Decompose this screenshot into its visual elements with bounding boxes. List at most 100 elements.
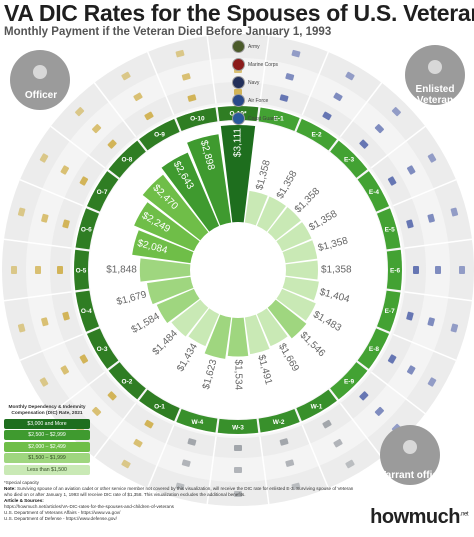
center-hole: [191, 223, 285, 317]
service-coast-guard: Coast Guard: [232, 112, 276, 125]
page-subtitle: Monthly Payment if the Veteran Died Befo…: [4, 26, 332, 38]
value-label: $1,534: [232, 360, 243, 391]
insignia-icon: [62, 219, 70, 229]
notes: *Special capacity Note: Surviving spouse…: [4, 480, 354, 522]
rank-segment: [86, 171, 119, 212]
service-navy: Navy: [232, 76, 259, 89]
insignia-icon: [181, 459, 191, 467]
insignia-icon: [427, 213, 435, 223]
rank-segment: [75, 290, 100, 332]
value-label: $1,358: [321, 265, 352, 276]
rank-label: O-8: [122, 156, 133, 163]
legend-item: $3,000 and More: [4, 418, 90, 429]
insignia-icon: [450, 207, 459, 217]
rank-label: W-1: [311, 403, 323, 410]
insignia-icon: [187, 438, 197, 446]
bar-o-7: [134, 202, 200, 252]
service-label: Army: [248, 43, 260, 50]
officer-badge-icon: [10, 50, 70, 110]
sources-label: Article & Sources:: [4, 497, 44, 503]
bar-o-8: [142, 174, 209, 241]
bar-w-2: [244, 314, 270, 355]
bar-o-6: [132, 230, 194, 264]
insignia-icon: [175, 49, 185, 58]
insignia-icon: [459, 266, 465, 274]
service-label: Air Force: [248, 97, 269, 104]
rank-segment: [176, 408, 218, 433]
source-link[interactable]: U.S. Department of Veterans Affairs - ht…: [4, 509, 121, 515]
legend-item: $1,500 – $1,999: [4, 453, 90, 464]
bar-o-10: [187, 134, 232, 226]
rank-label: E-4: [369, 189, 380, 196]
bar-o-9: [161, 152, 220, 232]
ring-divider: [301, 51, 330, 116]
ring-divider: [50, 125, 106, 169]
insignia-icon: [291, 482, 301, 491]
silhouette-head: [403, 440, 417, 454]
service-label: Navy: [248, 79, 260, 86]
insignia-icon: [234, 467, 242, 473]
ring-divider: [259, 35, 270, 104]
ring-divider: [370, 371, 426, 415]
bar-w-1: [256, 308, 288, 347]
insignia-icon: [17, 207, 26, 217]
rank-segment: [258, 408, 300, 433]
insignia-icon: [387, 176, 397, 186]
insignia-icon: [406, 165, 416, 175]
ring-divider: [259, 436, 270, 505]
insignia-icon: [121, 71, 131, 81]
rank-label: E-1: [274, 116, 285, 123]
marines-seal-icon: [232, 58, 245, 71]
special-note: *Special capacity: [4, 480, 39, 485]
warrant-caption: Warrant officer: [376, 470, 448, 481]
bar-o-2: [171, 299, 209, 337]
ring-divider: [392, 333, 457, 362]
legend-item: $2,000 – $2,499: [4, 441, 90, 452]
page-title: VA DIC Rates for the Spouses of U.S. Vet…: [4, 0, 474, 26]
ring-divider: [3, 291, 72, 302]
insignia-icon: [60, 165, 70, 175]
insignia-icon: [107, 139, 117, 149]
rank-segment: [357, 171, 390, 212]
bar-o-5: [139, 258, 191, 282]
ring-divider: [370, 125, 426, 169]
rank-segment: [139, 118, 180, 151]
ring-divider: [50, 371, 106, 415]
rank-label: O-3: [97, 346, 108, 353]
insignia-icon: [11, 266, 17, 274]
insignia-icon: [79, 176, 89, 186]
insignia-icon: [322, 111, 332, 121]
ring-divider: [392, 178, 457, 207]
rank-label: E-2: [311, 131, 322, 138]
warrant-badge-icon: [380, 425, 440, 485]
ring-divider: [404, 238, 473, 249]
rank-segment: [376, 290, 401, 332]
insignia-icon: [391, 107, 401, 117]
service-army: Army: [232, 40, 260, 53]
service-air-force: Air Force: [232, 94, 268, 107]
ring-divider: [146, 424, 175, 489]
bar-o-10-special: [220, 125, 256, 223]
rank-segment: [108, 362, 146, 400]
legend-item: Less than $1,500: [4, 464, 90, 475]
insignia-icon: [234, 89, 242, 95]
insignia-icon: [450, 323, 459, 333]
bar-e-2: [256, 196, 286, 232]
insignia-icon: [387, 354, 397, 364]
rank-label: W-2: [273, 419, 285, 426]
insignia-icon: [413, 266, 419, 274]
note-line: Note: Surviving spouse of an aviation ca…: [4, 485, 354, 497]
rank-label: O-9: [154, 131, 165, 138]
insignia-icon: [79, 354, 89, 364]
source-link[interactable]: https://howmuch.net/articles/VA-DIC-rate…: [4, 503, 174, 509]
insignia-icon: [427, 153, 437, 163]
rank-segment: [217, 418, 259, 434]
value-label: $3,111: [233, 128, 244, 158]
source-link[interactable]: U.S. Department of Defense - https://www…: [4, 515, 117, 521]
bar-e-5: [282, 240, 318, 264]
rank-label: O-5: [76, 267, 87, 274]
legend-item: $2,500 – $2,999: [4, 430, 90, 441]
insignia-icon: [39, 153, 49, 163]
bar-e-9: [267, 299, 307, 339]
